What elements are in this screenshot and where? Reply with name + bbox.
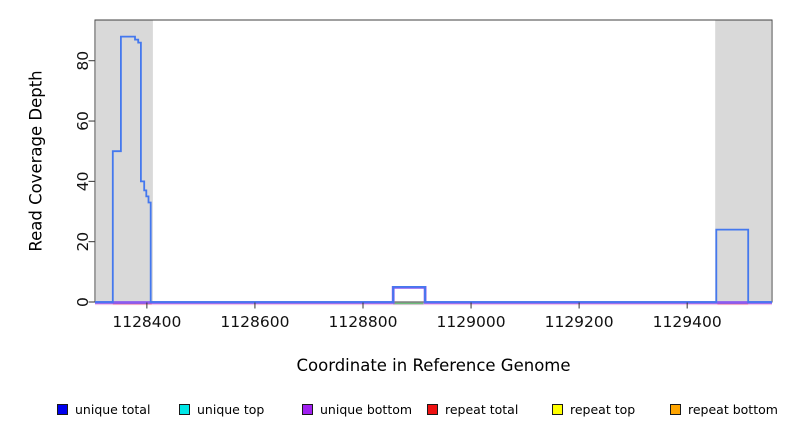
y-axis-title: Read Coverage Depth <box>26 70 46 252</box>
legend-label-unique-total: unique total <box>75 401 151 417</box>
repeat-top-swatch-icon <box>552 403 563 415</box>
legend-label-unique-bottom: unique bottom <box>320 401 413 417</box>
x-tick-label: 1128800 <box>328 313 397 331</box>
legend-item-unique-top: unique top <box>179 399 264 419</box>
shaded-region <box>715 20 771 303</box>
legend-label-repeat-total: repeat total <box>445 401 519 417</box>
y-tick-label: 80 <box>74 51 92 71</box>
legend-item-unique-total: unique total <box>57 399 150 419</box>
x-tick-label: 1129400 <box>653 313 722 331</box>
x-tick-label: 1128600 <box>220 313 289 331</box>
unique-top-swatch-icon <box>179 403 190 415</box>
legend: unique total unique top unique bottom repea… <box>0 399 792 421</box>
coverage-plot: 1128400 1128600 1128800 1129000 1129200 11294… <box>74 19 773 331</box>
repeat-total-swatch-icon <box>427 403 438 415</box>
x-tick-label: 1129200 <box>545 313 614 331</box>
series-unique-total <box>95 35 772 303</box>
x-tick-label: 1129000 <box>437 313 506 331</box>
legend-item-unique-bottom: unique bottom <box>302 399 412 419</box>
shaded-region <box>96 20 153 303</box>
legend-item-repeat-top: repeat top <box>552 399 635 419</box>
y-tick-label: 20 <box>74 232 92 252</box>
legend-label-repeat-bottom: repeat bottom <box>688 401 778 417</box>
plot-border <box>94 19 773 303</box>
legend-item-repeat-total: repeat total <box>427 399 518 419</box>
unique-total-swatch-icon <box>57 403 68 415</box>
legend-item-repeat-bottom: repeat bottom <box>670 399 778 419</box>
unique-bottom-swatch-icon <box>302 403 313 415</box>
repeat-bottom-swatch-icon <box>670 403 681 415</box>
y-tick-label: 60 <box>74 111 92 131</box>
series-unique-bottom <box>95 285 772 304</box>
y-tick-label: 40 <box>74 171 92 191</box>
y-tick-label: 0 <box>74 297 92 307</box>
x-tick-label: 1128400 <box>112 313 181 331</box>
legend-label-repeat-top: repeat top <box>570 401 636 417</box>
legend-label-unique-top: unique top <box>197 401 265 417</box>
x-axis-title: Coordinate in Reference Genome <box>296 356 571 375</box>
